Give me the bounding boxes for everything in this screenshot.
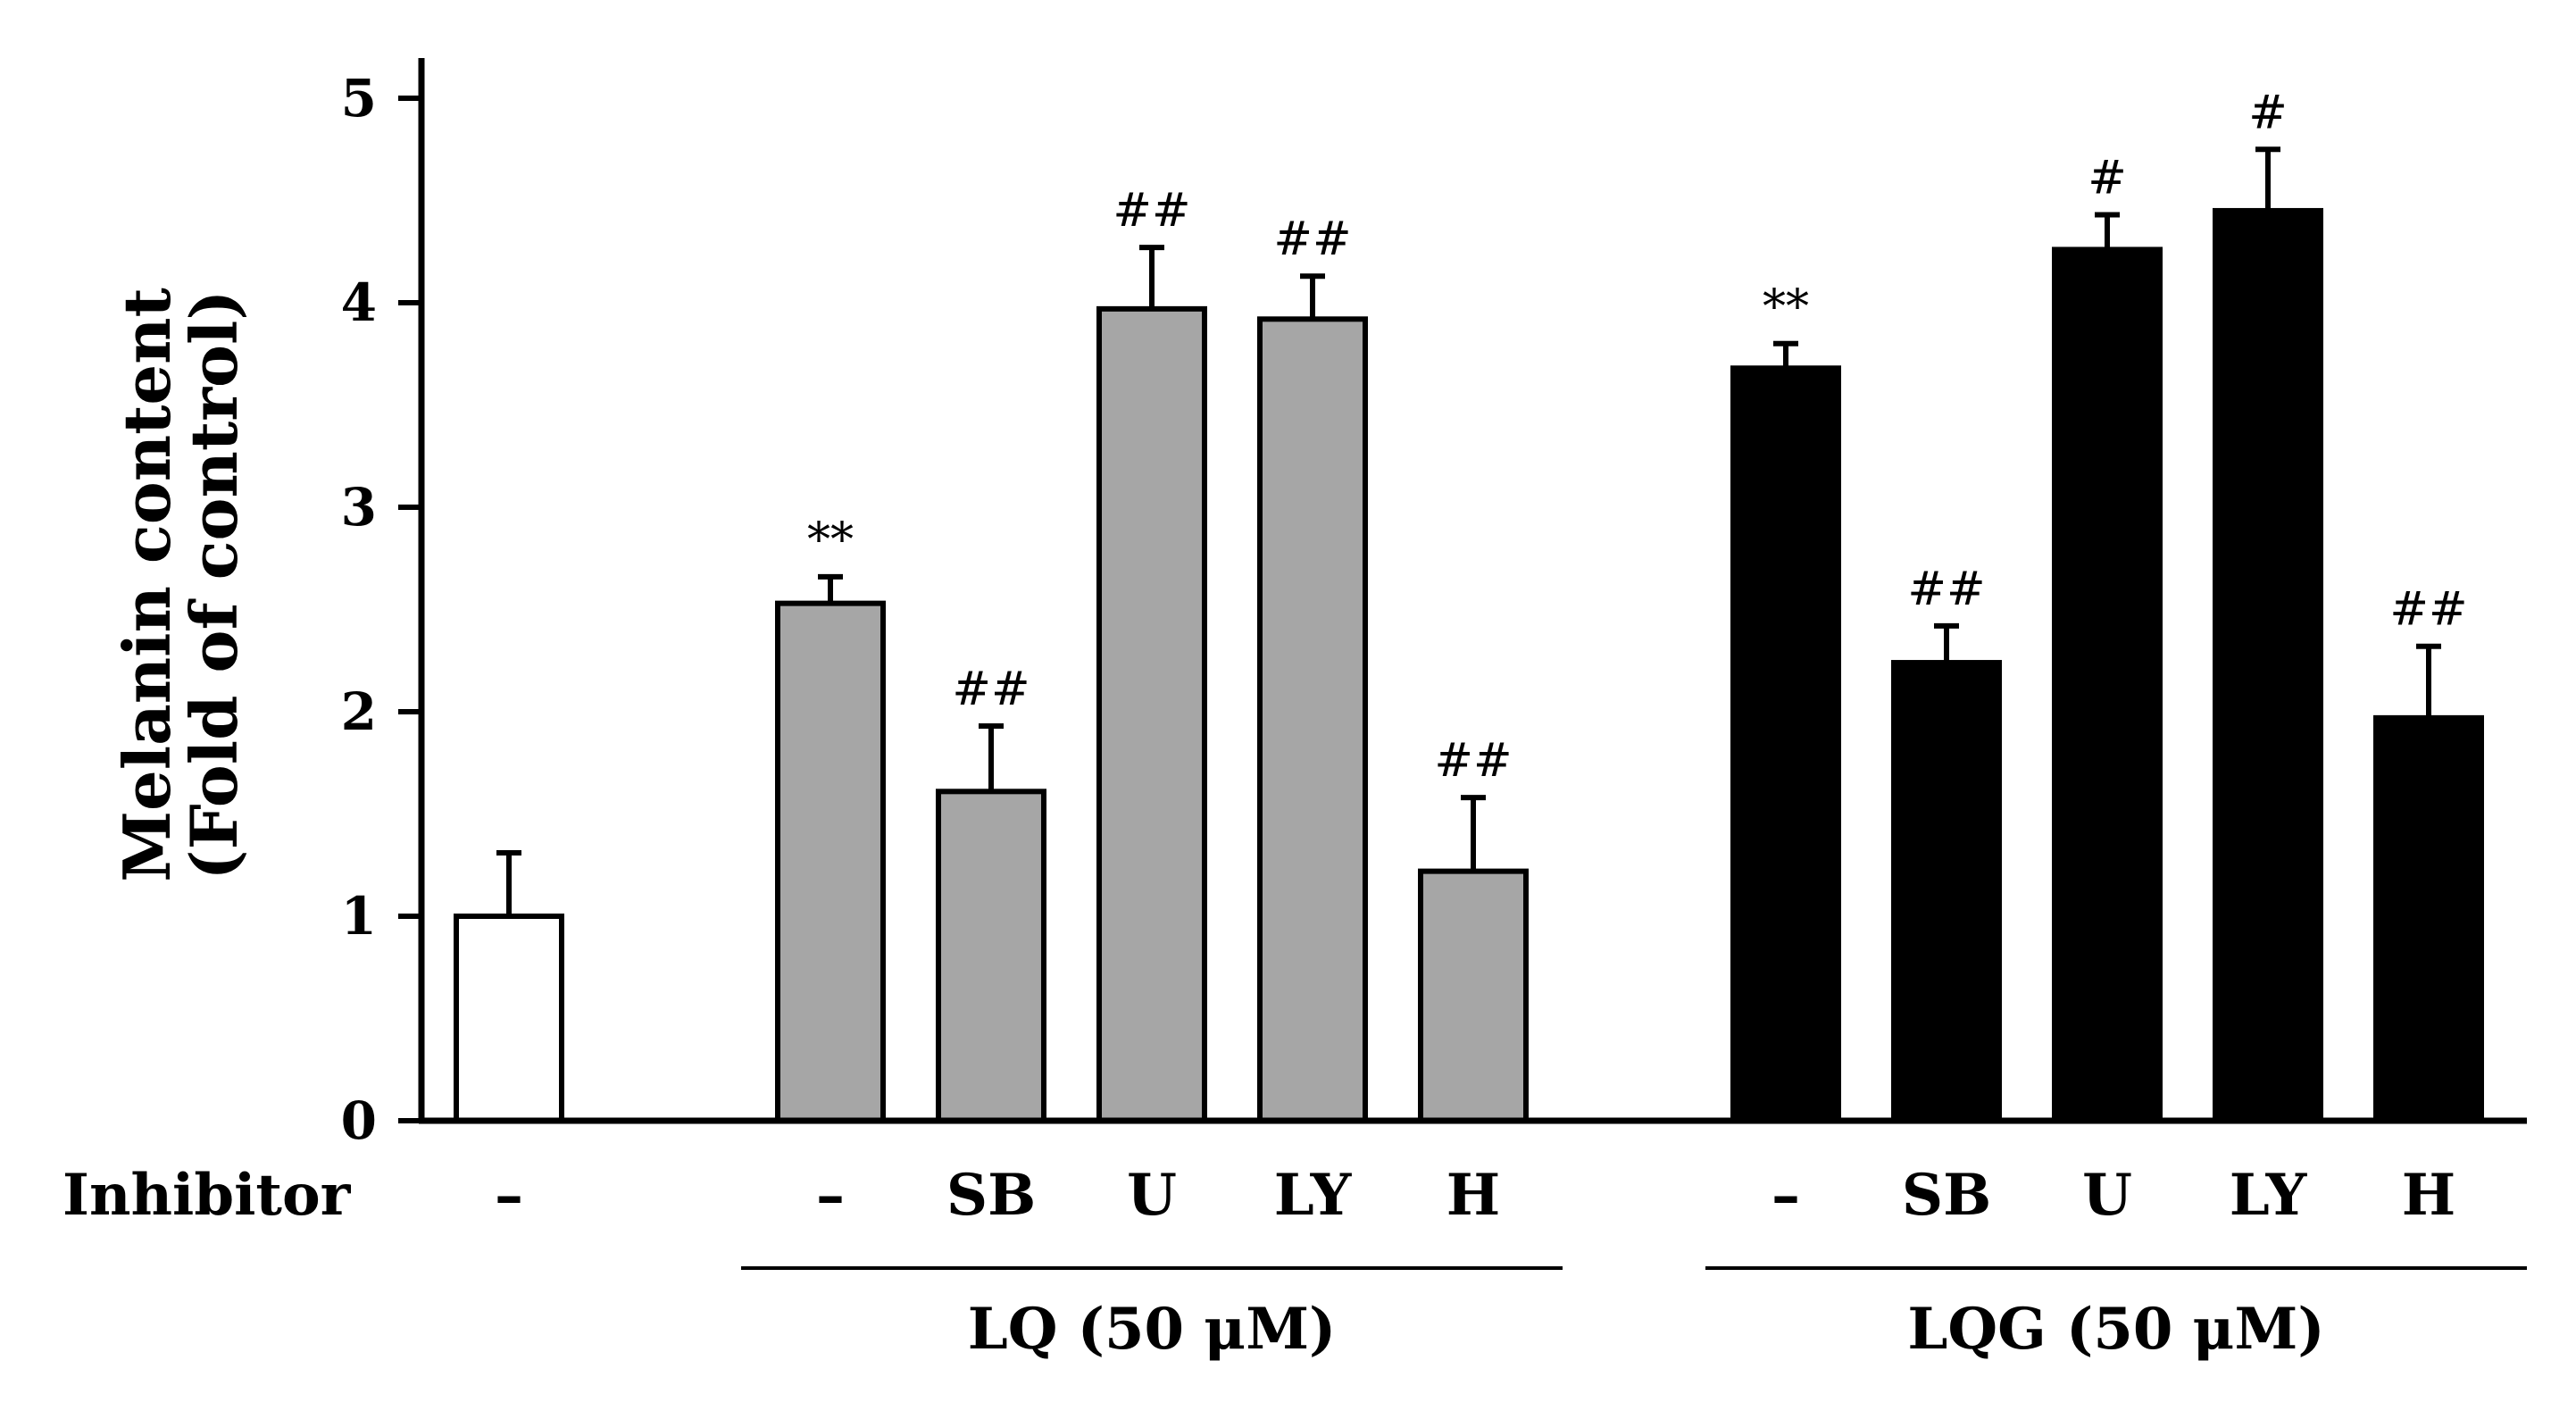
y-tick-label: 5 <box>341 68 377 129</box>
inhibitor-label: U <box>1127 1162 1177 1229</box>
y-axis-ticks: 0 1 2 3 4 5 <box>341 68 421 1151</box>
group-label: LQG (50 μM) <box>1907 1296 2324 1363</box>
y-tick-label: 1 <box>341 886 377 947</box>
y-axis-title-line-1: Melanin content <box>109 288 185 882</box>
group-labels: LQ (50 μM) LQG (50 μM) <box>741 1266 2527 1363</box>
group-label: LQ (50 μM) <box>968 1296 1337 1363</box>
bar <box>936 789 1046 1123</box>
significance-annotation: # <box>2248 86 2288 139</box>
bar <box>2213 207 2323 1123</box>
inhibitor-label: H <box>1446 1162 1500 1229</box>
significance-annotation: ** <box>1763 280 1809 334</box>
bar <box>454 914 564 1123</box>
bar <box>2052 246 2163 1123</box>
significance-annotation: ## <box>1434 734 1512 788</box>
inhibitor-label: – <box>495 1162 523 1229</box>
inhibitor-label: LY <box>1274 1162 1353 1229</box>
significance-annotation: ## <box>2389 583 2467 637</box>
bar <box>1257 316 1368 1123</box>
inhibitor-label: SB <box>1902 1162 1991 1229</box>
significance-annotation: ## <box>952 663 1030 716</box>
inhibitor-label: LY <box>2230 1162 2308 1229</box>
y-axis-title-line-2: (Fold of control) <box>176 290 252 881</box>
y-axis-title: Melanin content (Fold of control) <box>109 288 252 882</box>
inhibitor-labels: – – SB U LY H – SB U LY H <box>495 1162 2455 1229</box>
bar <box>1418 868 1529 1123</box>
inhibitor-label: – <box>816 1162 845 1229</box>
significance-annotation: ## <box>1907 563 1985 616</box>
bar <box>1891 660 2002 1123</box>
bar <box>1096 305 1207 1123</box>
inhibitor-label: U <box>2082 1162 2132 1229</box>
inhibitor-label: SB <box>946 1162 1036 1229</box>
significance-annotation: # <box>2088 152 2127 205</box>
significance-annotation: ## <box>1273 213 1351 266</box>
y-tick-label: 3 <box>341 477 377 538</box>
significance-annotation: ## <box>1113 184 1190 238</box>
bar <box>2373 714 2484 1123</box>
error-bars <box>496 146 2441 916</box>
bar <box>1730 365 1841 1123</box>
bar <box>775 600 886 1123</box>
inhibitor-row-label: Inhibitor <box>63 1162 352 1229</box>
bars <box>454 207 2484 1123</box>
significance-annotations: **########**###### <box>807 86 2468 788</box>
inhibitor-label: H <box>2402 1162 2455 1229</box>
y-tick-label: 4 <box>341 272 377 333</box>
y-tick-label: 0 <box>341 1090 377 1151</box>
y-tick-label: 2 <box>341 681 377 742</box>
significance-annotation: ** <box>807 513 854 567</box>
inhibitor-label: – <box>1772 1162 1800 1229</box>
